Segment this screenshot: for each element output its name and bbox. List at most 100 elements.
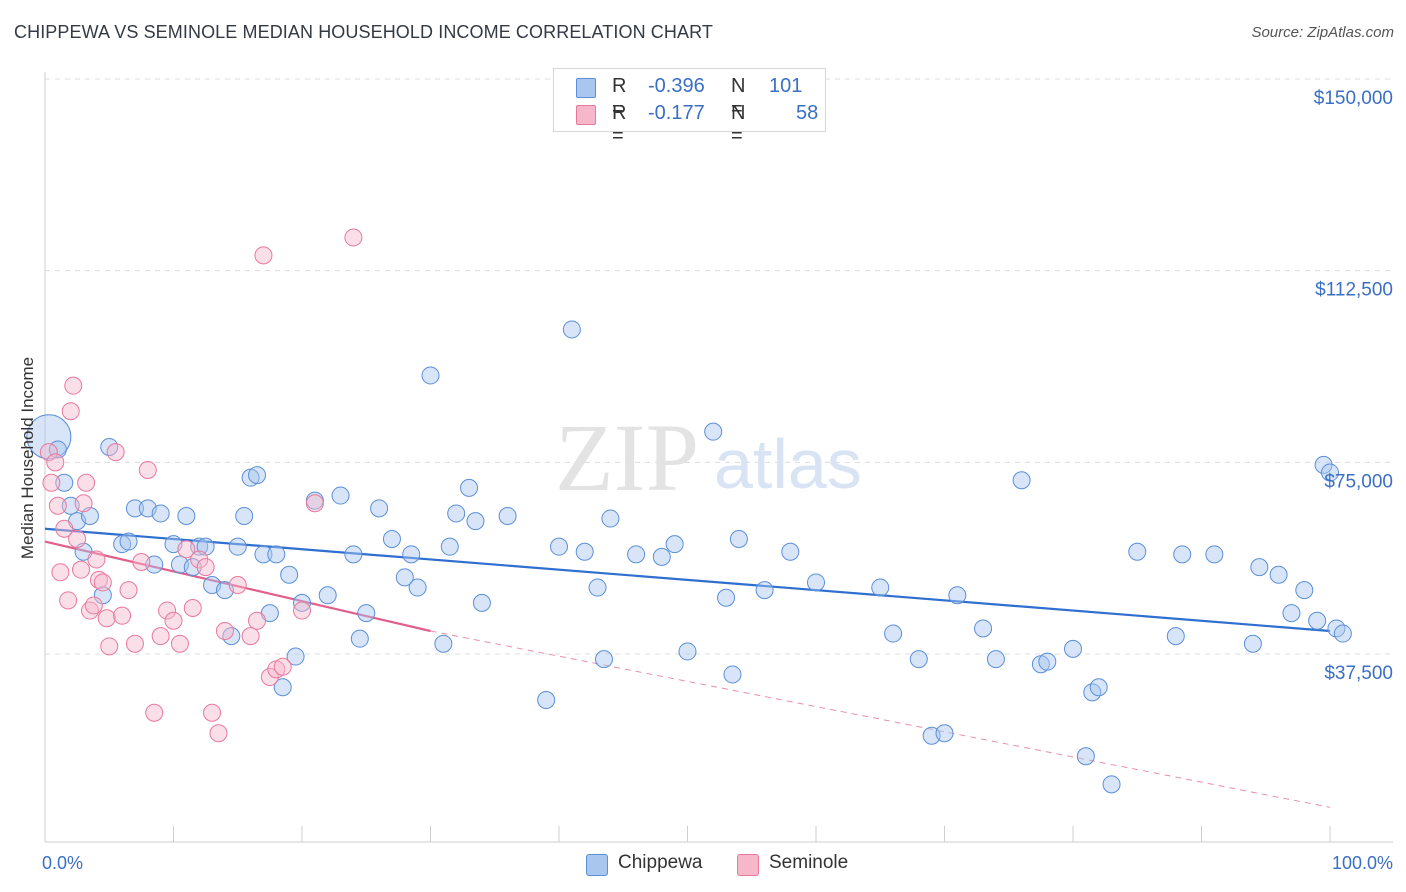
- grid-lines: [45, 78, 1393, 655]
- data-point: [318, 586, 337, 605]
- data-point: [1314, 455, 1333, 474]
- x-tick-label-start: 0.0%: [42, 853, 83, 873]
- data-point: [55, 519, 74, 538]
- trend-line-seminole: [44, 540, 431, 633]
- data-point: [248, 611, 267, 630]
- legend-r-value: -0.177: [648, 102, 705, 124]
- data-point: [382, 530, 401, 548]
- correlation-legend: R = -0.396 N = 101 R = -0.177 N = 58: [553, 68, 826, 147]
- trend-line-chippewa: [44, 527, 1331, 633]
- data-point: [125, 634, 144, 653]
- data-point: [106, 443, 125, 462]
- data-point: [588, 578, 607, 597]
- data-point: [125, 499, 144, 518]
- data-point: [68, 530, 87, 548]
- data-point: [203, 703, 222, 722]
- data-point: [704, 422, 723, 441]
- data-point: [395, 568, 414, 587]
- data-point: [575, 542, 594, 561]
- chart-source: Source: ZipAtlas.com: [1251, 24, 1394, 41]
- data-point: [286, 647, 305, 666]
- data-point: [87, 550, 106, 569]
- data-point: [260, 668, 279, 686]
- y-tick-label: $37,500: [1324, 663, 1393, 684]
- data-point: [273, 657, 292, 676]
- data-point: [170, 634, 189, 653]
- data-point: [498, 507, 517, 525]
- data-point: [871, 578, 890, 597]
- trend-lines: [44, 527, 1331, 808]
- series-seminole: [39, 228, 363, 743]
- legend-swatch-seminole: [576, 105, 596, 125]
- data-point: [781, 542, 800, 561]
- data-point: [113, 606, 132, 625]
- data-point: [594, 650, 613, 669]
- data-point: [1038, 652, 1057, 671]
- watermark-atlas: atlas: [714, 425, 862, 503]
- data-point: [935, 724, 954, 743]
- data-point: [305, 494, 324, 513]
- data-point: [1076, 747, 1095, 766]
- trend-line-extension: [430, 630, 1331, 808]
- data-point: [1012, 471, 1031, 490]
- data-point: [254, 545, 273, 564]
- data-point: [986, 650, 1005, 669]
- data-point: [183, 599, 202, 617]
- watermark: ZIP atlas: [555, 404, 862, 511]
- data-point: [190, 550, 209, 569]
- data-point: [344, 545, 363, 564]
- data-point: [1166, 627, 1185, 646]
- y-tick-label: $150,000: [1314, 88, 1393, 109]
- legend-n-label: N =: [731, 75, 746, 120]
- watermark-zip: ZIP: [555, 404, 699, 511]
- data-point: [331, 486, 350, 505]
- data-point: [370, 499, 389, 518]
- legend-label-seminole: Seminole: [769, 852, 849, 873]
- data-point: [421, 366, 440, 385]
- data-point: [93, 586, 112, 605]
- data-point: [145, 703, 164, 722]
- data-point: [550, 537, 568, 556]
- data-point: [228, 537, 247, 556]
- data-point: [460, 478, 479, 497]
- legend-n-label: N =: [731, 102, 746, 147]
- y-tick-labels: $37,500 $75,000 $112,500 $150,000: [1314, 88, 1393, 684]
- legend-swatch-chippewa: [586, 854, 608, 876]
- data-point: [71, 560, 90, 579]
- data-point: [1321, 463, 1339, 482]
- data-point: [61, 402, 80, 421]
- data-point: [1295, 581, 1314, 600]
- data-point: [807, 573, 825, 592]
- data-point: [1102, 775, 1121, 794]
- data-point: [1269, 565, 1288, 584]
- data-point: [215, 622, 234, 640]
- data-point: [434, 634, 453, 653]
- legend-swatch-seminole: [737, 854, 759, 876]
- data-point: [42, 473, 61, 492]
- data-point: [119, 581, 138, 600]
- x-tick-label-end: 100.0%: [1332, 853, 1393, 873]
- data-point: [273, 678, 292, 697]
- data-point: [1173, 545, 1192, 564]
- x-tick-labels: 0.0% 100.0%: [42, 853, 1393, 873]
- data-point: [267, 545, 286, 564]
- data-point: [26, 414, 72, 460]
- data-point: [652, 547, 671, 566]
- data-point: [151, 504, 170, 523]
- data-point: [164, 611, 183, 630]
- data-point: [177, 540, 196, 559]
- data-point: [537, 691, 556, 709]
- data-point: [100, 637, 119, 656]
- data-point: [196, 558, 215, 577]
- data-point: [357, 604, 376, 623]
- data-point: [909, 650, 928, 669]
- data-point: [46, 453, 65, 472]
- data-point: [472, 593, 491, 612]
- legend-swatch-chippewa: [576, 78, 596, 98]
- data-point: [280, 565, 299, 584]
- data-point: [209, 724, 228, 743]
- data-point: [1282, 604, 1301, 623]
- y-axis-label: Median Household Income: [18, 357, 37, 559]
- data-point: [1205, 545, 1224, 564]
